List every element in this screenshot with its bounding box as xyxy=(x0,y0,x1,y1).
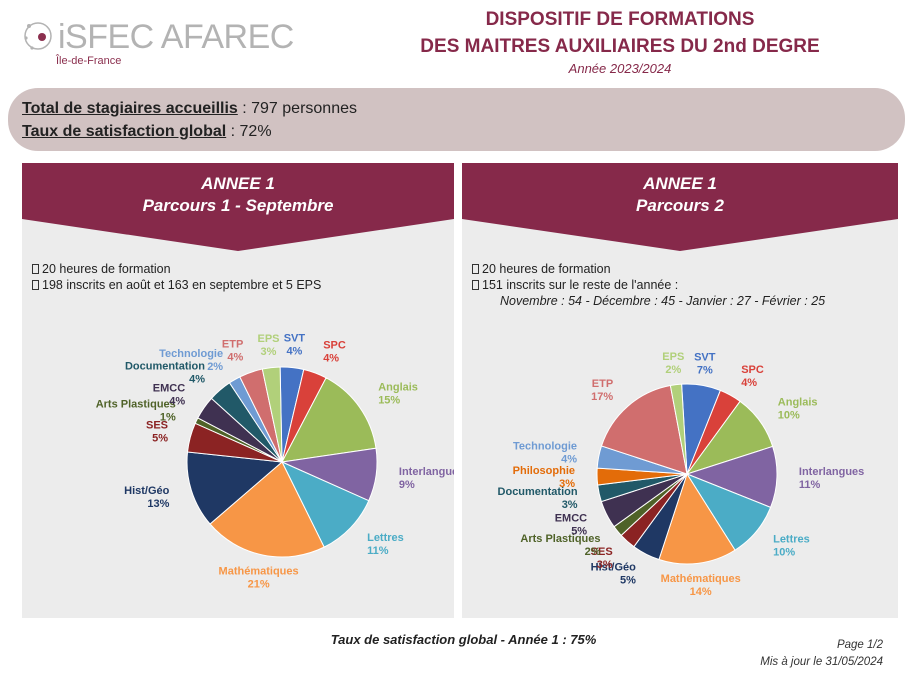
pie-label-philosophie: Philosophie 3% xyxy=(513,465,576,490)
pie-label-lettres: Lettres 10% xyxy=(773,534,810,559)
summary-total: Total de stagiaires accueillis : 797 per… xyxy=(22,97,905,120)
checkbox-icon xyxy=(472,280,479,290)
summary-satisfaction-value: : 72% xyxy=(226,123,272,140)
pie-label-technologie: Technologie 2% xyxy=(159,348,223,373)
pie-label-mathematiques: Mathématiques 21% xyxy=(219,566,299,591)
pie-label-mathematiques: Mathématiques 14% xyxy=(661,573,741,598)
pie-label-arts-plastiques: Arts Plastiques 1% xyxy=(96,399,176,424)
bullet-text: 198 inscrits en août et 163 en septembre… xyxy=(42,278,322,292)
bullet-detail: Novembre : 54 - Décembre : 45 - Janvier … xyxy=(500,294,826,308)
pie-label-spc: SPC 4% xyxy=(323,339,346,364)
bullet-item: 20 heures de formation xyxy=(472,261,825,277)
bullet-item: 198 inscrits en août et 163 en septembre… xyxy=(32,277,321,293)
pie-slice-mathematiques xyxy=(209,461,325,558)
pie-slice-etp xyxy=(600,384,688,475)
banner-shape xyxy=(22,163,454,251)
pie-label-ses: SES 5% xyxy=(146,419,168,444)
pie-label-svt: SVT 4% xyxy=(284,333,306,358)
panel-parcours-2: ANNEE 1 Parcours 2 20 heures de formatio… xyxy=(462,163,898,618)
panel-bullets: 20 heures de formation 198 inscrits en a… xyxy=(32,261,321,293)
pie-slice-eps xyxy=(669,383,688,475)
checkbox-icon xyxy=(472,264,479,274)
pie-label-arts-plastiques: Arts Plastiques 2% xyxy=(520,533,600,558)
footer-satisfaction: Taux de satisfaction global - Année 1 : … xyxy=(0,632,907,647)
logo: iSFEC AFAREC Île-de-France xyxy=(22,14,294,70)
panel-subtitle: Parcours 2 xyxy=(636,196,724,215)
pie-label-eps: EPS 2% xyxy=(662,351,684,376)
checkbox-icon xyxy=(32,280,39,290)
pie-slice-eps xyxy=(261,366,283,463)
bullet-text: 20 heures de formation xyxy=(42,262,171,276)
pie-label-anglais: Anglais 15% xyxy=(378,382,418,407)
panel-subtitle: Parcours 1 - Septembre xyxy=(142,196,334,215)
pie-label-etp: ETP 17% xyxy=(591,378,613,403)
panel-banner: ANNEE 1 Parcours 2 xyxy=(462,163,898,251)
bullet-text: 20 heures de formation xyxy=(482,262,611,276)
pie-label-hist-geo: Hist/Géo 13% xyxy=(124,485,170,510)
page-number: Page 1/2 xyxy=(836,639,883,651)
pie-label-hist-geo: Hist/Géo 5% xyxy=(591,562,637,587)
summary-satisfaction-label: Taux de satisfaction global xyxy=(22,123,227,140)
bullet-text: 151 inscrits sur le reste de l'année : xyxy=(482,278,679,292)
logo-text: iSFEC AFAREC xyxy=(58,18,294,56)
pie-slice-hist-geo xyxy=(186,451,284,525)
pie-label-eps: EPS 3% xyxy=(257,333,279,358)
pie-label-lettres: Lettres 11% xyxy=(367,532,404,557)
pie-slice-mathematiques xyxy=(658,472,736,565)
pie-label-documentation: Documentation 3% xyxy=(498,486,578,511)
checkbox-icon xyxy=(32,264,39,274)
logo-subtitle: Île-de-France xyxy=(56,55,122,67)
update-date: Mis à jour le 31/05/2024 xyxy=(760,656,883,668)
banner-shape xyxy=(462,163,898,251)
panel-title: ANNEE 1 xyxy=(643,174,717,193)
pie-label-emcc: EMCC 5% xyxy=(555,513,588,538)
pie-label-technologie: Technologie 4% xyxy=(513,441,577,466)
pie-label-ses: SES 3% xyxy=(591,546,613,571)
summary-total-value: : 797 personnes xyxy=(237,100,357,117)
page-title: DISPOSITIF DE FORMATIONS DES MAITRES AUX… xyxy=(380,6,860,77)
pie-slice-lettres xyxy=(280,460,370,548)
panel-banner: ANNEE 1 Parcours 1 - Septembre xyxy=(22,163,454,251)
bullet-item: 20 heures de formation xyxy=(32,261,321,277)
bullet-item: 151 inscrits sur le reste de l'année : xyxy=(472,277,825,293)
panel-title: ANNEE 1 xyxy=(201,174,275,193)
footer-satisfaction-text: Taux de satisfaction global - Année 1 : … xyxy=(330,632,597,647)
title-line-1: DISPOSITIF DE FORMATIONS xyxy=(485,9,755,30)
summary-total-label: Total de stagiaires accueillis xyxy=(22,100,238,117)
logo-dots-icon xyxy=(24,22,52,50)
pie-label-spc: SPC 4% xyxy=(741,364,764,389)
footer-meta: Page 1/2 Mis à jour le 31/05/2024 xyxy=(760,637,883,671)
summary-band: Total de stagiaires accueillis : 797 per… xyxy=(8,88,905,151)
pie-label-documentation: Documentation 4% xyxy=(125,361,205,386)
pie-label-svt: SVT 7% xyxy=(694,351,716,376)
summary-satisfaction: Taux de satisfaction global : 72% xyxy=(22,120,905,143)
title-year: Année 2023/2024 xyxy=(568,61,672,76)
pie-chart-parcours-2: SVT 7% SPC 4% Anglais 10% Interlangues 11% Lettr… xyxy=(498,351,865,598)
pie-label-interlangues: Interlangues9% xyxy=(399,466,454,491)
panel-parcours-1: ANNEE 1 Parcours 1 - Septembre 20 heures… xyxy=(22,163,454,618)
title-line-2: DES MAITRES AUXILIAIRES DU 2nd DEGRE xyxy=(420,36,820,57)
pie-slice-anglais xyxy=(281,377,377,463)
pie-label-anglais: Anglais 10% xyxy=(778,396,818,421)
panel-bullets: 20 heures de formation 151 inscrits sur … xyxy=(472,261,825,309)
pie-label-etp: ETP 4% xyxy=(222,339,244,364)
pie-label-interlangues: Interlangues 11% xyxy=(799,466,864,491)
pie-label-emcc: EMCC 4% xyxy=(153,383,186,408)
